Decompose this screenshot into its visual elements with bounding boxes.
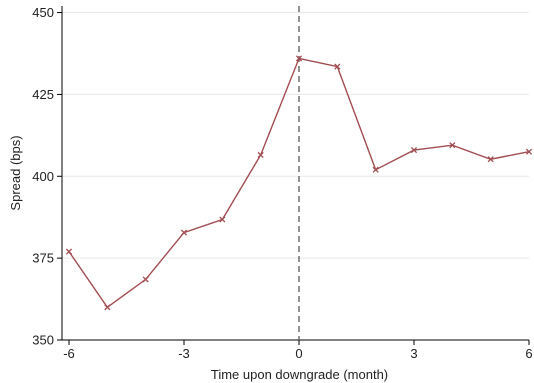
y-tick-label-450: 450 bbox=[32, 5, 54, 20]
data-point-marker bbox=[257, 151, 264, 159]
x-tick-label--3: -3 bbox=[178, 346, 190, 361]
data-point-marker bbox=[104, 304, 111, 311]
y-tick-label-375: 375 bbox=[32, 251, 54, 266]
data-point bbox=[410, 147, 418, 154]
y-tick-label-400: 400 bbox=[32, 169, 54, 184]
x-axis-label: Time upon downgrade (month) bbox=[211, 367, 388, 382]
y-axis-label: Spread (bps) bbox=[8, 135, 23, 210]
x-tick-label-3: 3 bbox=[410, 346, 417, 361]
data-point-marker bbox=[65, 248, 73, 255]
data-point bbox=[372, 166, 379, 173]
series-1 bbox=[65, 55, 533, 311]
data-point bbox=[449, 142, 456, 149]
data-point-marker bbox=[525, 148, 533, 155]
data-point bbox=[104, 304, 111, 311]
data-point bbox=[295, 55, 303, 62]
data-point-marker bbox=[487, 156, 494, 163]
data-point-marker bbox=[295, 55, 303, 62]
data-point-marker bbox=[334, 63, 341, 70]
data-point-marker bbox=[180, 229, 188, 236]
data-point-marker bbox=[372, 166, 379, 173]
data-point bbox=[65, 248, 73, 255]
data-point bbox=[219, 216, 226, 223]
grid-lines bbox=[62, 12, 529, 341]
data-point bbox=[257, 151, 264, 159]
y-tick-label-350: 350 bbox=[32, 333, 54, 348]
data-point bbox=[142, 276, 149, 283]
data-point-marker bbox=[410, 147, 418, 154]
x-tick-label-6: 6 bbox=[525, 346, 532, 361]
data-point bbox=[334, 63, 341, 70]
data-point bbox=[487, 156, 494, 163]
x-tick-label--6: -6 bbox=[63, 346, 75, 361]
tick-marks bbox=[57, 12, 530, 345]
x-tick-label-0: 0 bbox=[295, 346, 302, 361]
data-point-marker bbox=[219, 216, 226, 223]
data-point bbox=[525, 148, 533, 155]
data-point-marker bbox=[142, 276, 149, 283]
data-point bbox=[180, 229, 188, 236]
axes bbox=[61, 6, 529, 341]
data-point-marker bbox=[449, 142, 456, 149]
tick-labels: 350 375 400 425 450 -6 -3 0 3 6 bbox=[32, 5, 532, 361]
y-tick-label-425: 425 bbox=[32, 87, 54, 102]
